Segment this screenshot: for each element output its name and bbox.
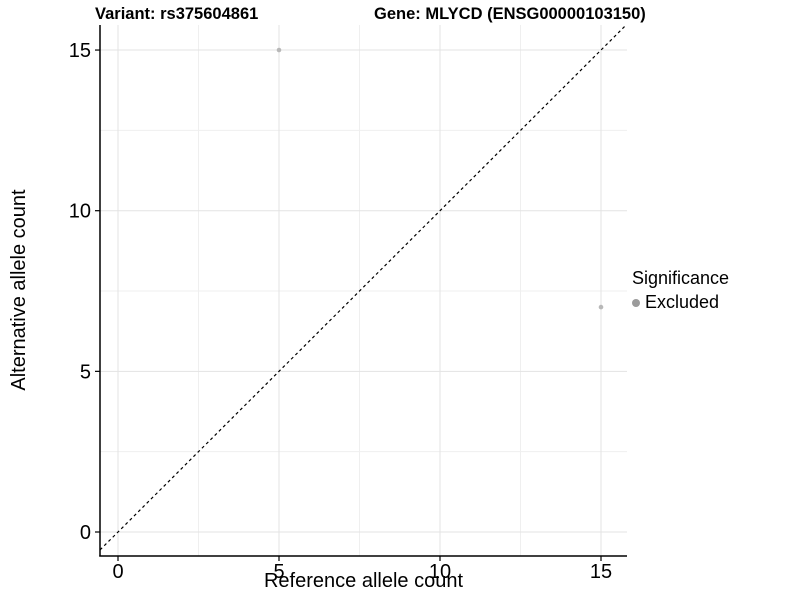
data-point <box>598 304 604 310</box>
identity-dashed-line <box>99 24 627 551</box>
legend-item-excluded: Excluded <box>632 292 729 313</box>
y-axis-title: Alternative allele count <box>8 189 30 391</box>
y-tick-label: 0 <box>80 522 91 544</box>
y-tick-label: 15 <box>69 40 91 62</box>
legend: Significance Excluded <box>632 268 729 313</box>
variant-title: Variant: rs375604861 <box>95 5 259 23</box>
x-tick-label: 10 <box>429 561 451 583</box>
y-tick-label: 5 <box>80 361 91 383</box>
x-tick-label: 0 <box>112 561 123 583</box>
gene-title: Gene: MLYCD (ENSG00000103150) <box>374 5 646 23</box>
legend-title: Significance <box>632 268 730 288</box>
y-tick-label: 10 <box>69 201 91 223</box>
data-point <box>276 47 282 53</box>
x-tick-label: 5 <box>273 561 284 583</box>
x-tick-label: 15 <box>590 561 612 583</box>
legend-point-icon <box>632 298 640 307</box>
legend-item-label: Excluded <box>645 292 720 312</box>
x-axis-title: Reference allele count <box>263 570 463 592</box>
